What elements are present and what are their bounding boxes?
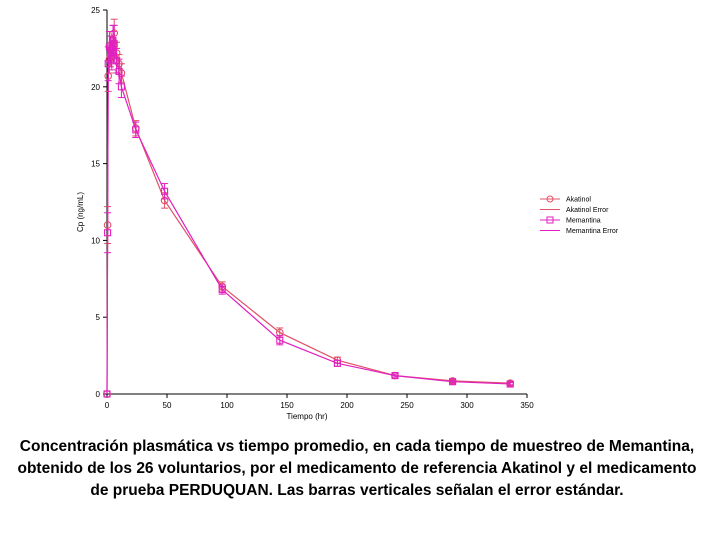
- data-point: [115, 67, 123, 75]
- y-tick-label: 20: [91, 83, 100, 92]
- x-tick-label: 250: [400, 401, 414, 410]
- series-1: [103, 24, 514, 398]
- data-point: [276, 336, 284, 344]
- x-tick-label: 350: [520, 401, 534, 410]
- x-axis-label: Tiempo (hr): [286, 412, 327, 421]
- series-line: [106, 32, 511, 395]
- data-point: [132, 126, 140, 134]
- data-point: [103, 390, 111, 398]
- legend-marker: [546, 195, 554, 203]
- x-tick-label: 50: [163, 401, 172, 410]
- data-point: [108, 52, 116, 60]
- y-axis-label: Cp (ng/mL): [76, 192, 85, 232]
- chart-series: [103, 18, 515, 398]
- x-tick-label: 200: [340, 401, 354, 410]
- y-tick-label: 15: [91, 160, 100, 169]
- data-point: [117, 83, 125, 91]
- y-tick-label: 5: [96, 313, 101, 322]
- data-point: [113, 57, 121, 65]
- legend-marker: [546, 216, 554, 224]
- legend-label: Memantina: [566, 218, 601, 225]
- y-tick-label: 0: [96, 390, 101, 399]
- data-point: [104, 60, 112, 68]
- data-point: [506, 380, 514, 388]
- data-point: [449, 378, 457, 386]
- data-point: [110, 40, 118, 48]
- series-line: [106, 40, 511, 395]
- x-tick-label: 150: [280, 401, 294, 410]
- x-tick-label: 300: [460, 401, 474, 410]
- data-point: [104, 229, 112, 237]
- chart-legend: Akatinol Akatinol Error Memantina Memantina…: [540, 195, 619, 235]
- y-tick-label: 10: [91, 236, 100, 245]
- legend-label: Akatinol Error: [566, 207, 609, 214]
- data-point: [391, 372, 399, 380]
- legend-label: Akatinol: [566, 197, 591, 204]
- data-point: [218, 286, 226, 294]
- y-tick-label: 25: [91, 6, 100, 15]
- x-tick-label: 0: [105, 401, 110, 410]
- figure-caption: Concentración plasmática vs tiempo prome…: [17, 438, 697, 499]
- data-point: [333, 359, 341, 367]
- legend-label: Memantina Error: [566, 228, 619, 235]
- data-point: [161, 187, 169, 195]
- x-tick-label: 100: [220, 401, 234, 410]
- series-0: [103, 18, 515, 398]
